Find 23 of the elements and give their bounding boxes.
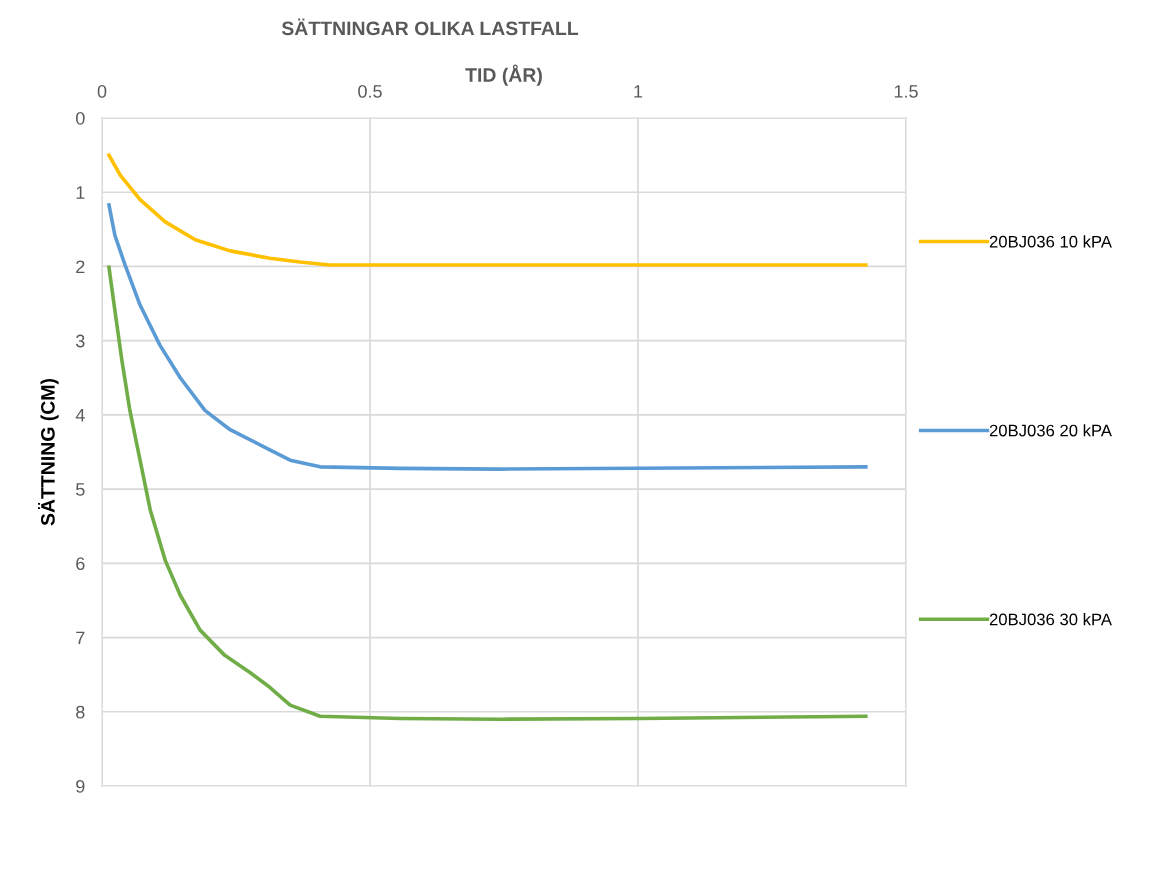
line-series [107,153,868,267]
x-tick-label: 1 [634,85,643,98]
line-series [107,203,868,471]
legend-label: 20BJ036 20 kPA [989,424,1112,437]
y-axis-title: SÄTTNING (CM) [37,378,59,526]
x-tick-label: 0.5 [358,84,382,98]
x-axis-title: TID (ÅR) [465,64,542,86]
y-tick-label: 0 [76,111,85,125]
legend-label: 20BJ036 10 kPA [989,235,1112,248]
legend-label: 20BJ036 30 kPA [989,613,1112,626]
y-tick-label: 4 [75,409,85,422]
line-series [107,265,868,722]
y-tick-label: 3 [75,334,85,348]
y-tick-label: 8 [76,705,85,719]
x-tick-label: 0 [97,84,107,98]
y-tick-label: 6 [76,557,85,571]
y-tick-label: 1 [76,186,85,199]
y-tick-label: 9 [76,779,85,793]
chart-title: SÄTTNINGAR OLIKA LASTFALL [281,18,579,36]
y-tick-label: 7 [76,631,85,645]
y-tick-label: 5 [76,483,85,496]
x-tick-label: 1.5 [894,85,918,98]
y-tick-label: 2 [76,260,85,273]
